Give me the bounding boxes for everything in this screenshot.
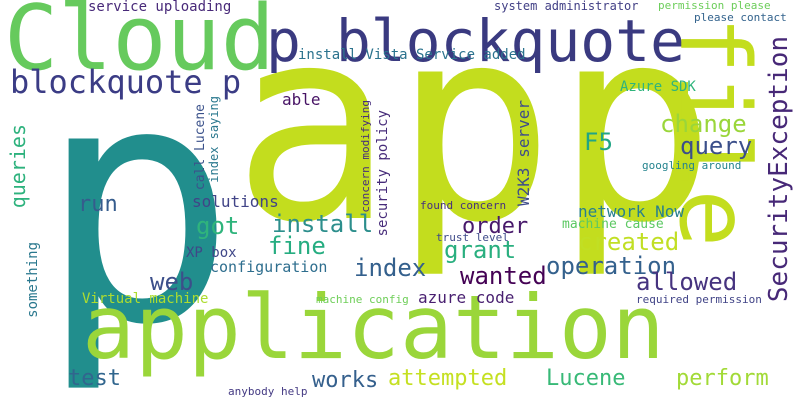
word-change: change xyxy=(660,110,747,138)
word-allowed: allowed xyxy=(636,268,738,296)
word-concern-modifying: concern modifying xyxy=(359,100,372,213)
word-application: application xyxy=(82,276,665,379)
word-anybody-help: anybody help xyxy=(228,385,308,398)
word-attempted: attempted xyxy=(388,366,508,391)
word-something: something xyxy=(25,242,41,318)
word-network-now: network Now xyxy=(578,202,684,221)
word-p: p xyxy=(38,13,237,397)
word-azure-code: azure code xyxy=(418,288,515,307)
word-file: file xyxy=(658,16,770,248)
word-configuration: configuration xyxy=(210,258,328,276)
word-grant: grant xyxy=(444,236,517,264)
word-index-saying: index saying xyxy=(207,96,221,183)
word-f5: F5 xyxy=(584,128,613,156)
word-perform: perform xyxy=(676,366,769,391)
word-googling-around: googling around xyxy=(642,159,742,172)
word-web: web xyxy=(150,268,194,296)
word-index: index xyxy=(354,254,427,282)
word-permission-please: permission please xyxy=(658,0,771,12)
word-test: test xyxy=(68,366,121,391)
word-solutions: solutions xyxy=(192,192,279,211)
word-virtual-machine: Virtual machine xyxy=(82,291,209,307)
word-wanted: wanted xyxy=(460,262,547,290)
word-lucene: Lucene xyxy=(546,366,626,391)
word-run: run xyxy=(78,192,118,217)
word-machine-cause: machine cause xyxy=(562,217,664,232)
word-install: install xyxy=(272,210,374,238)
word-order: order xyxy=(462,214,529,239)
word-service-uploading: service uploading xyxy=(88,0,232,15)
word-call-lucene: call Lucene xyxy=(193,104,208,191)
word-security-policy: security policy xyxy=(375,110,391,237)
word-azure-sdk: Azure SDK xyxy=(620,79,696,95)
word-system-administrator: system administrator xyxy=(494,0,639,13)
word-install-vista: install Vista Service added xyxy=(298,47,526,63)
word-blockquote-p: blockquote p xyxy=(10,63,242,101)
word-securityexception: SecurityException xyxy=(764,36,794,303)
word-queries: queries xyxy=(6,124,30,209)
word-w2k3-server: W2K3 server xyxy=(514,100,533,206)
word-found-concern: found concern xyxy=(420,199,507,212)
word-query: query xyxy=(680,132,753,160)
word-operation: operation xyxy=(546,252,677,280)
word-created: created xyxy=(578,228,680,256)
word-p-blockquote: p blockquote xyxy=(266,7,686,75)
word-xp-box: XP box xyxy=(186,245,237,261)
word-please-contact: please contact xyxy=(694,11,787,24)
word-machine-config: machine config xyxy=(316,293,409,306)
word-fine: fine xyxy=(268,232,326,260)
word-trust-level: trust level xyxy=(436,231,509,244)
word-cloud-label: Cloud xyxy=(4,0,275,91)
word-required-permission: required permission xyxy=(636,293,762,306)
word-works: works xyxy=(312,368,379,393)
word-got: got xyxy=(196,212,240,240)
word-able: able xyxy=(282,90,321,109)
word-app: app xyxy=(232,0,717,282)
